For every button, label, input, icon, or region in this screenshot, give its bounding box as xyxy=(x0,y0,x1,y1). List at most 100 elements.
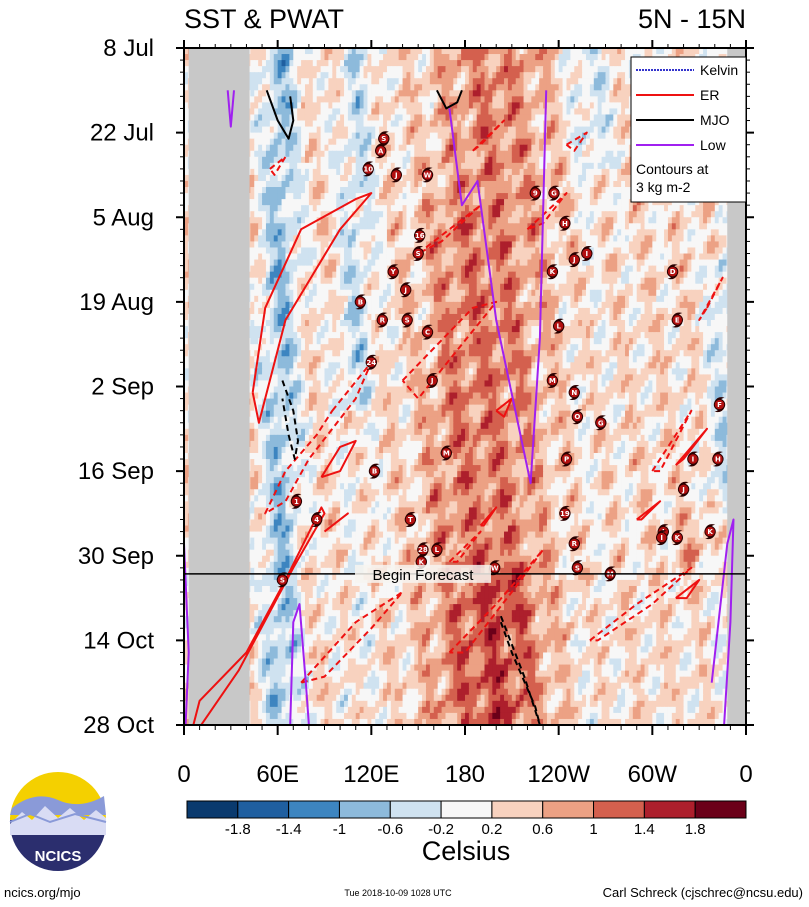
sst-cell xyxy=(293,66,298,73)
sst-cell xyxy=(648,217,653,224)
sst-cell xyxy=(394,72,400,79)
sst-cell xyxy=(519,78,525,85)
sst-cell xyxy=(422,253,427,261)
sst-cell xyxy=(585,90,591,97)
sst-cell xyxy=(344,156,349,164)
sst-cell xyxy=(457,235,462,243)
sst-cell xyxy=(710,229,716,236)
sst-cell xyxy=(543,223,548,230)
sst-cell xyxy=(543,54,548,61)
sst-cell xyxy=(184,180,189,188)
sst-cell xyxy=(585,168,591,176)
sst-cell xyxy=(304,54,310,61)
sst-cell xyxy=(371,54,376,61)
sst-cell xyxy=(418,187,423,194)
sst-cell xyxy=(621,150,626,158)
sst-cell xyxy=(320,229,326,236)
sst-cell xyxy=(429,108,435,116)
sst-cell xyxy=(500,162,505,170)
sst-cell xyxy=(402,205,408,212)
sst-cell xyxy=(312,168,318,176)
sst-cell xyxy=(449,96,454,104)
sst-cell xyxy=(531,90,536,97)
sst-cell xyxy=(550,156,556,164)
sst-cell xyxy=(277,229,283,236)
sst-cell xyxy=(468,174,474,182)
sst-cell xyxy=(558,229,564,236)
sst-cell xyxy=(511,162,517,170)
sst-cell xyxy=(390,54,396,61)
sst-cell xyxy=(554,120,560,128)
sst-cell xyxy=(437,72,443,79)
sst-cell xyxy=(332,150,337,158)
sst-cell xyxy=(640,211,646,218)
sst-cell xyxy=(449,144,454,152)
sst-cell xyxy=(582,150,587,158)
sst-cell xyxy=(344,48,349,55)
sst-cell xyxy=(254,247,259,255)
sst-cell xyxy=(531,247,536,255)
sst-cell xyxy=(340,211,345,218)
sst-cell xyxy=(664,223,669,230)
sst-cell xyxy=(636,223,642,230)
sst-cell xyxy=(320,108,326,116)
sst-cell xyxy=(340,174,345,182)
sst-cell xyxy=(535,60,540,67)
sst-cell xyxy=(250,211,255,218)
sst-cell xyxy=(472,229,478,236)
sst-cell xyxy=(457,66,462,73)
sst-cell xyxy=(625,174,630,182)
sst-cell xyxy=(355,84,361,91)
sst-cell xyxy=(550,150,556,158)
sst-cell xyxy=(515,187,521,194)
sst-cell xyxy=(699,205,704,212)
sst-cell xyxy=(507,241,513,249)
sst-cell xyxy=(433,90,439,97)
sst-cell xyxy=(254,48,259,55)
sst-cell xyxy=(394,199,400,206)
sst-cell xyxy=(355,162,361,170)
sst-cell xyxy=(285,241,290,249)
sst-cell xyxy=(593,54,599,61)
sst-cell xyxy=(652,247,657,255)
sst-cell xyxy=(515,174,521,182)
sst-cell xyxy=(511,144,517,152)
sst-cell xyxy=(332,168,337,176)
sst-cell xyxy=(414,120,419,128)
sst-cell xyxy=(437,96,443,104)
sst-cell xyxy=(363,235,369,243)
sst-cell xyxy=(597,199,603,206)
sst-cell xyxy=(418,138,423,146)
sst-cell xyxy=(523,162,529,170)
sst-cell xyxy=(308,78,314,85)
sst-cell xyxy=(328,108,333,116)
sst-cell xyxy=(578,205,583,212)
sst-cell xyxy=(425,223,431,230)
sst-cell xyxy=(258,138,263,146)
sst-cell xyxy=(582,162,587,170)
sst-cell xyxy=(386,150,392,158)
sst-cell xyxy=(476,66,482,73)
sst-cell xyxy=(344,108,349,116)
sst-cell xyxy=(312,78,318,85)
sst-cell xyxy=(628,247,634,255)
sst-cell xyxy=(706,229,712,236)
sst-cell xyxy=(476,144,482,152)
sst-cell xyxy=(558,126,564,134)
sst-cell xyxy=(617,72,622,79)
sst-cell xyxy=(535,48,540,55)
sst-cell xyxy=(273,247,279,255)
sst-cell xyxy=(527,66,532,73)
sst-cell xyxy=(445,90,450,97)
sst-cell xyxy=(558,102,564,110)
sst-cell xyxy=(304,235,310,243)
sst-cell xyxy=(250,108,255,116)
sst-cell xyxy=(254,54,259,61)
sst-cell xyxy=(437,168,443,176)
sst-cell xyxy=(578,150,583,158)
sst-cell xyxy=(609,102,614,110)
sst-cell xyxy=(281,168,287,176)
sst-cell xyxy=(574,102,579,110)
sst-cell xyxy=(425,84,431,91)
sst-cell xyxy=(457,199,462,206)
